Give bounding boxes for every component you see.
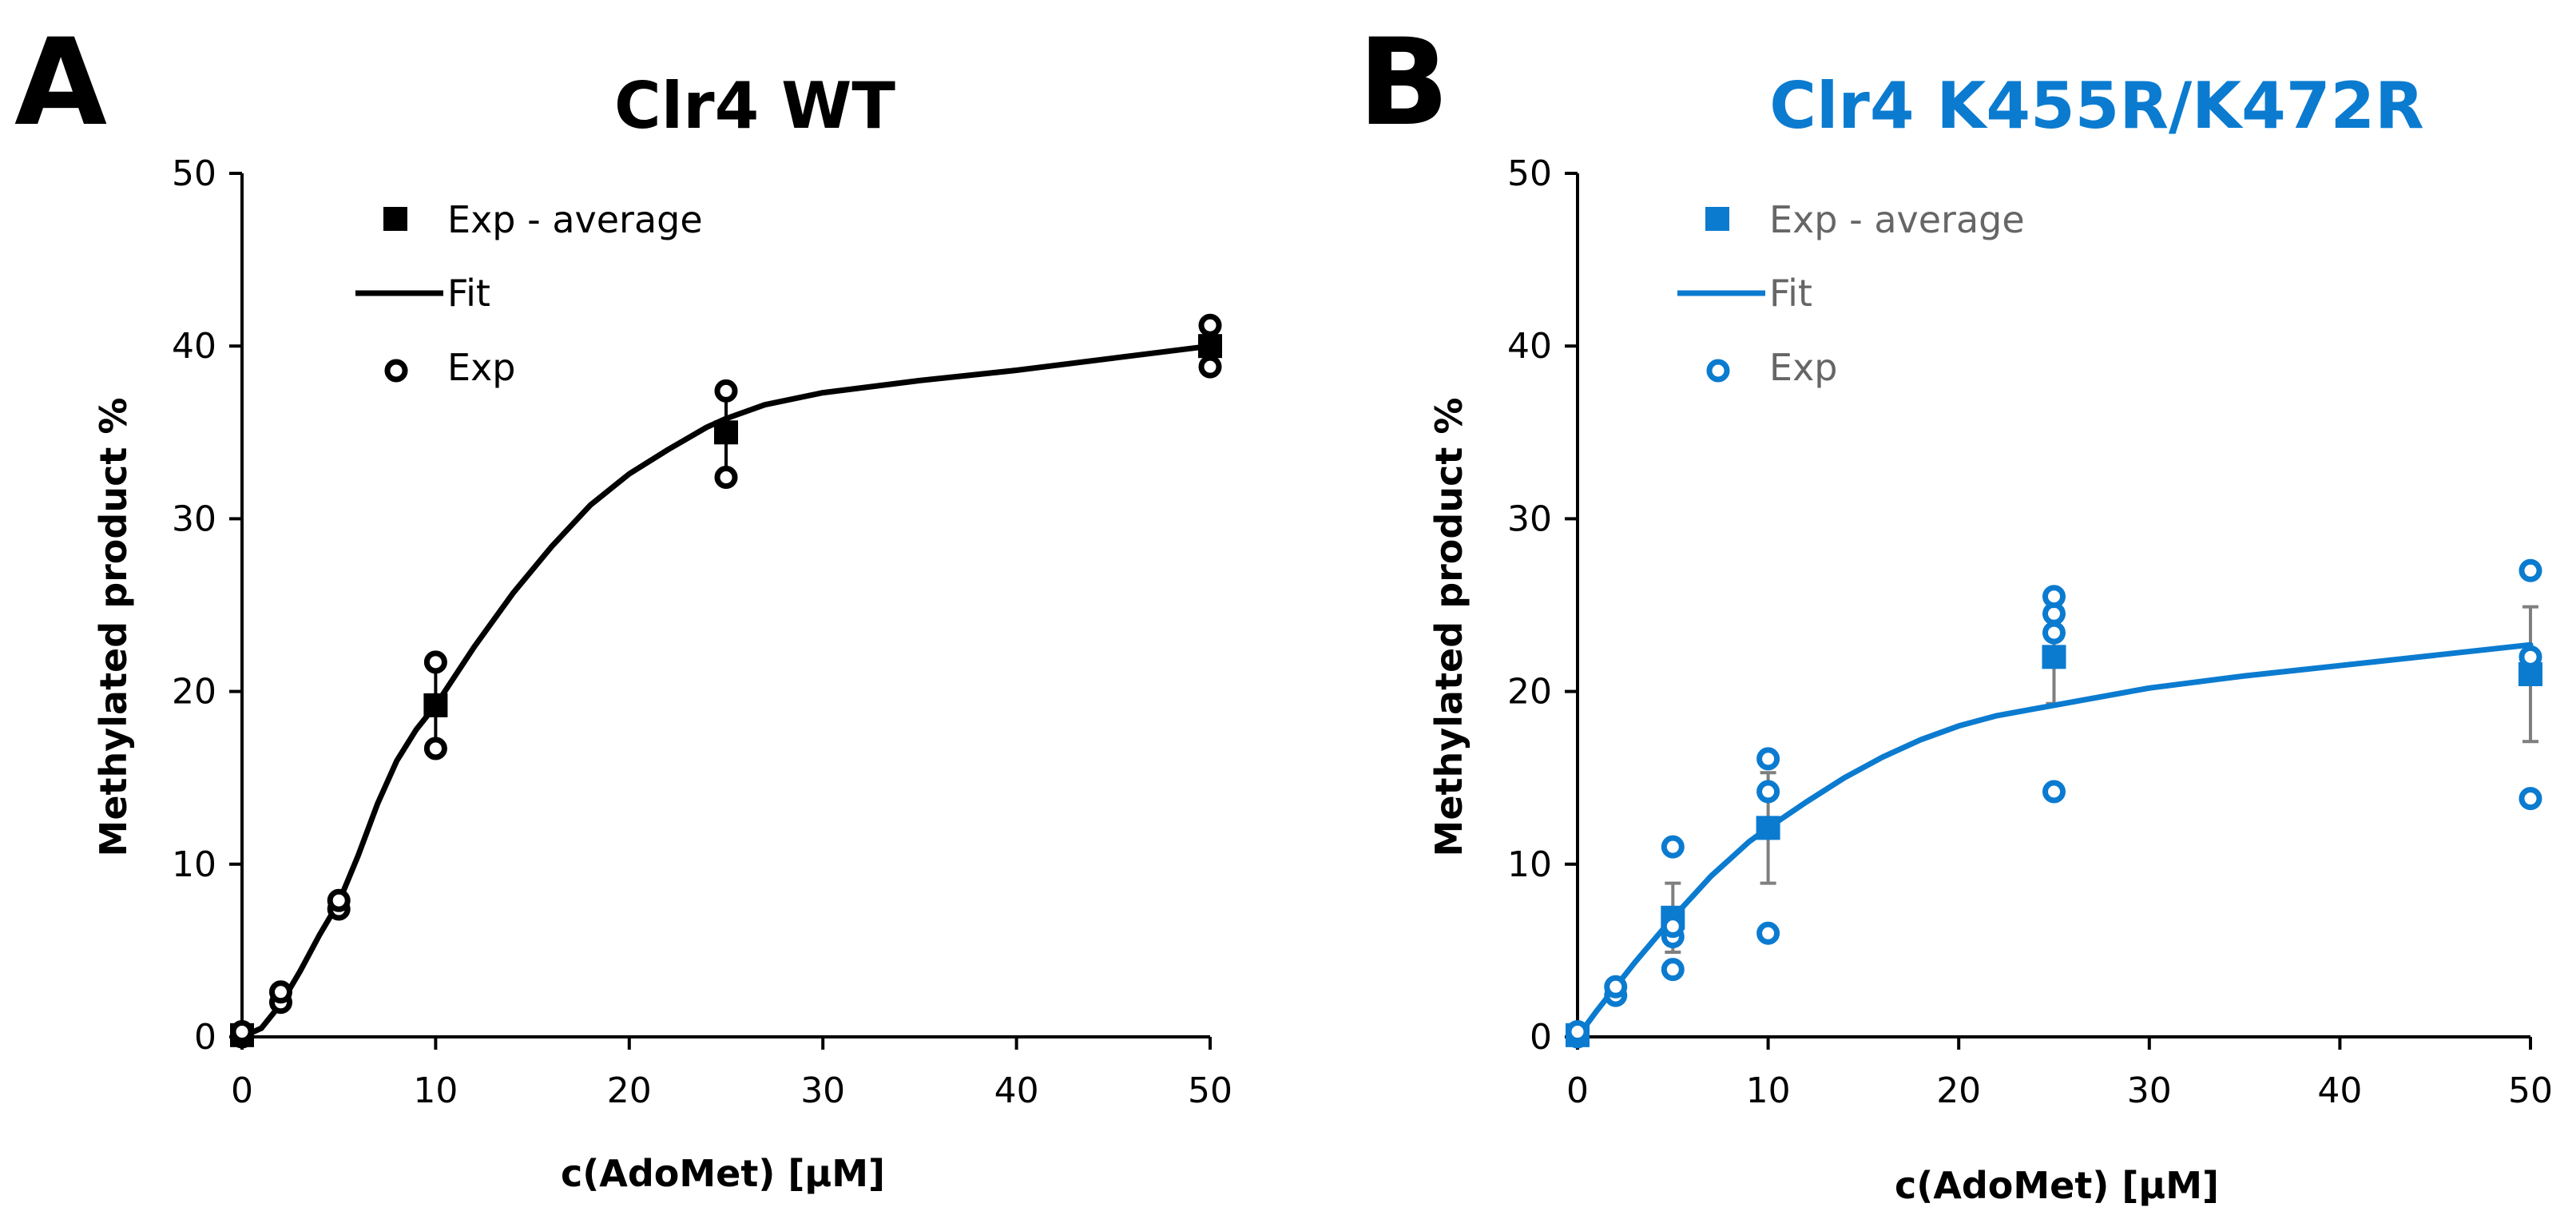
y-tick-label: 30: [1507, 498, 1552, 539]
y-tick-label: 30: [172, 498, 216, 539]
exp-point: [2042, 621, 2066, 645]
exp-point: [1604, 975, 1628, 999]
legend-exp-label: Exp: [447, 346, 516, 389]
y-tick-label: 50: [172, 153, 216, 194]
panel-a-legend: Exp - average Fit Exp: [355, 198, 703, 389]
y-tick-label: 0: [194, 1017, 216, 1058]
exp-point: [2042, 780, 2066, 804]
exp-point: [1566, 1020, 1590, 1044]
exp-point: [1756, 921, 1780, 945]
exp-point: [1661, 958, 1685, 982]
fit-line: [239, 343, 1213, 1040]
x-tick-label: 30: [800, 1070, 845, 1111]
exp-point: [1198, 355, 1222, 379]
legend-exp-marker: [384, 359, 408, 383]
exp-point: [423, 650, 447, 674]
average-point: [423, 693, 448, 717]
panel-a-title: Clr4 WT: [614, 69, 895, 143]
x-tick-label: 50: [1188, 1070, 1232, 1111]
legend-average-label: Exp - average: [447, 198, 703, 241]
legend-average-marker: [383, 207, 407, 231]
y-tick-label: 20: [172, 672, 216, 713]
x-tick-label: 20: [607, 1070, 652, 1111]
y-tick-label: 10: [1507, 844, 1552, 885]
average-point: [714, 420, 738, 445]
legend-exp-marker: [1706, 359, 1730, 383]
legend-average-label: Exp - average: [1769, 198, 2025, 241]
legend-fit-label: Fit: [447, 272, 490, 315]
x-tick-label: 40: [2317, 1070, 2362, 1111]
exp-point: [1661, 835, 1685, 859]
panel-b-x-axis-label: c(AdoMet) [µM]: [1895, 1164, 2219, 1207]
panel-b-chart: B Clr4 K455R/K472R c(AdoMet) [µM] Methyl…: [1358, 14, 2553, 1207]
x-tick-label: 20: [1936, 1070, 1981, 1111]
y-tick-label: 0: [1530, 1017, 1552, 1058]
exp-point: [1756, 780, 1780, 804]
x-tick-label: 0: [1566, 1070, 1589, 1111]
exp-point: [714, 466, 738, 490]
exp-point: [230, 1020, 254, 1044]
y-tick-label: 50: [1507, 153, 1552, 194]
x-tick-label: 10: [413, 1070, 458, 1111]
y-tick-label: 10: [172, 844, 216, 885]
exp-point: [423, 737, 447, 760]
exp-point: [2042, 585, 2066, 609]
exp-point: [327, 888, 351, 912]
panel-b-title: Clr4 K455R/K472R: [1769, 69, 2424, 143]
y-tick-label: 40: [172, 326, 216, 367]
panel-a-letter: A: [14, 14, 107, 153]
exp-point: [2518, 645, 2542, 669]
exp-point: [1756, 747, 1780, 771]
average-point: [1198, 334, 1222, 359]
plot-area: [230, 313, 1222, 1049]
fit-line: [1574, 641, 2534, 1040]
y-tick-label: 20: [1507, 672, 1552, 713]
exp-point: [714, 379, 738, 403]
y-tick-label: 40: [1507, 326, 1552, 367]
panel-b-y-axis-label: Methylated product %: [1427, 398, 1471, 857]
panel-b-letter: B: [1358, 14, 1449, 153]
average-point: [1756, 816, 1780, 840]
exp-point: [268, 980, 292, 1004]
x-tick-label: 0: [231, 1070, 253, 1111]
panel-a-x-axis-label: c(AdoMet) [µM]: [561, 1152, 885, 1195]
x-tick-label: 10: [1746, 1070, 1791, 1111]
exp-point: [2518, 558, 2542, 582]
legend-average-marker: [1705, 207, 1729, 231]
axes: 0 10 20 30 40 50 0 10 20 30 40 50: [172, 153, 1232, 1111]
panel-b-legend: Exp - average Fit Exp: [1677, 198, 2025, 389]
x-tick-label: 50: [2508, 1070, 2553, 1111]
panel-a-chart: A Clr4 WT c(AdoMet) [µM] Methylated prod…: [14, 14, 1232, 1195]
x-tick-label: 40: [994, 1070, 1039, 1111]
axes: 0 10 20 30 40 50 0 10 20 30 40 50: [1507, 153, 2553, 1111]
exp-point: [1661, 915, 1685, 939]
exp-point: [1198, 313, 1222, 337]
plot-area: [1566, 558, 2542, 1049]
legend-fit-label: Fit: [1769, 272, 1812, 315]
legend-exp-label: Exp: [1769, 346, 1838, 389]
average-point: [2042, 645, 2066, 669]
panel-a-y-axis-label: Methylated product %: [92, 398, 135, 857]
exp-point: [2518, 787, 2542, 811]
x-tick-label: 30: [2127, 1070, 2172, 1111]
